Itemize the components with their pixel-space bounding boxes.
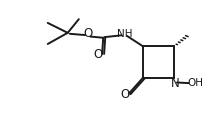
Text: O: O (83, 27, 92, 40)
Text: OH: OH (187, 78, 203, 88)
Text: N: N (170, 77, 179, 90)
Text: NH: NH (117, 29, 133, 39)
Text: O: O (93, 48, 103, 61)
Text: O: O (120, 88, 129, 101)
